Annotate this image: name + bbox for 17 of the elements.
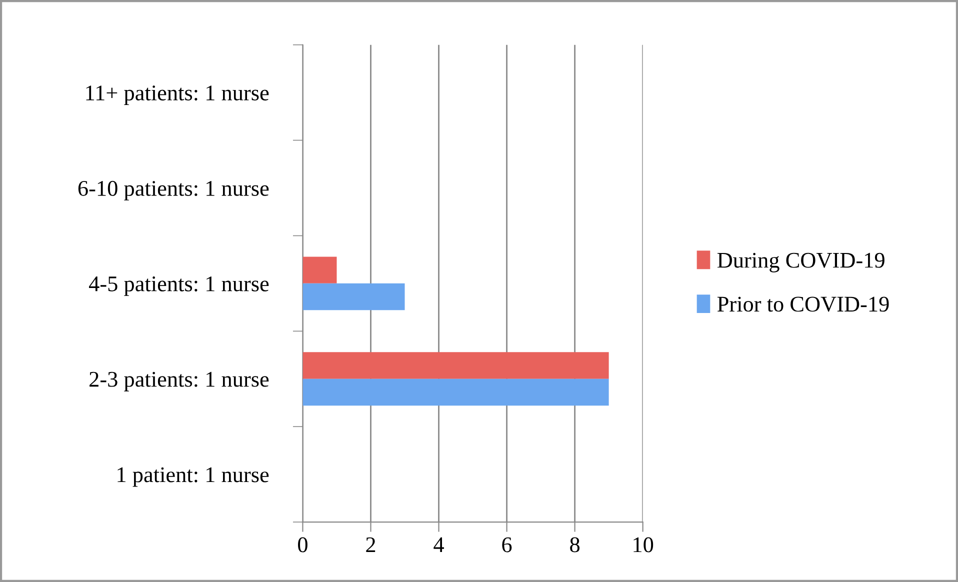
y-tick-label: 2-3 patients: 1 nurse [90, 372, 269, 392]
bar [302, 256, 337, 284]
x-tick-label: 0 [298, 537, 308, 552]
y-tick-label: 11+ patients: 1 nurse [86, 86, 269, 105]
x-tick-label: 10 [634, 537, 654, 552]
x-tick-label: 8 [570, 537, 580, 552]
legend-label: Prior to COVID-19 [717, 296, 889, 312]
y-tick-label: 6-10 patients: 1 nurse [78, 180, 269, 200]
bar [302, 283, 405, 310]
bar [302, 378, 609, 406]
bar [302, 352, 609, 379]
x-tick-label: 2 [366, 537, 376, 552]
y-tick-label: 1 patient: 1 nurse [118, 467, 269, 487]
y-tick-label: 4-5 patients: 1 nurse [89, 276, 269, 296]
x-tick-label: 4 [434, 537, 444, 552]
legend-label: During COVID-19 [717, 252, 884, 272]
x-tick-label: 6 [502, 537, 512, 552]
